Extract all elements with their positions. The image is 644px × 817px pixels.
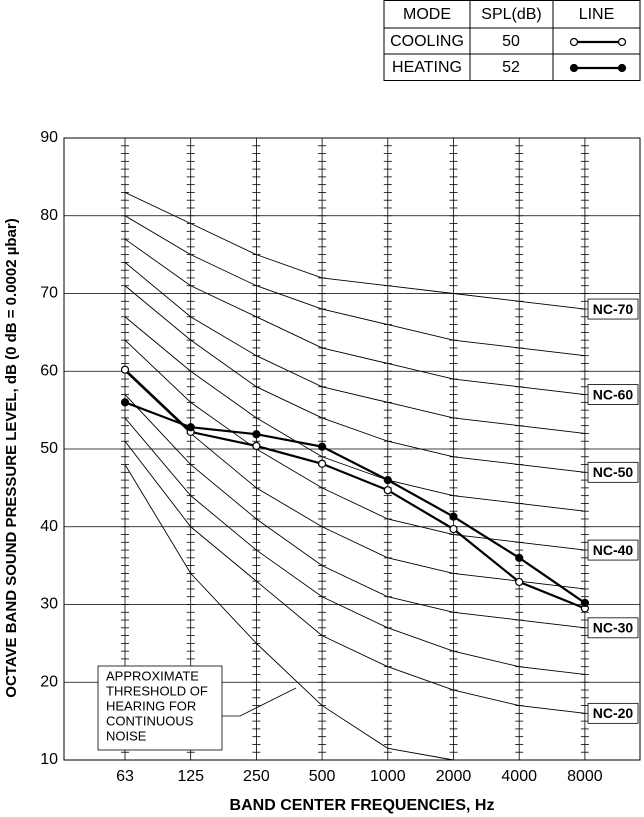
y-tick-label: 90	[40, 129, 58, 146]
data-point	[449, 524, 458, 534]
legend-header: LINE	[579, 6, 615, 23]
y-tick-label: 80	[40, 207, 58, 224]
legend-marker	[617, 63, 627, 73]
y-tick-label: 20	[40, 673, 58, 690]
y-tick-label: 10	[40, 751, 58, 768]
y-tick-label: 50	[40, 440, 58, 457]
nc-curve	[124, 464, 454, 761]
data-point	[318, 459, 327, 468]
y-tick-label: 30	[40, 596, 58, 613]
nc-curve	[124, 192, 585, 310]
nc-curve	[124, 215, 585, 357]
x-tick-label: 4000	[501, 768, 537, 785]
nc-curve	[124, 370, 585, 590]
y-tick-label: 60	[40, 362, 58, 379]
nc-curve	[124, 262, 585, 434]
nc-curve	[124, 394, 585, 629]
x-tick-label: 250	[243, 768, 270, 785]
annotation-text: HEARING FOR	[106, 698, 196, 713]
annotation-box	[97, 665, 223, 751]
nc-label: NC-70	[593, 301, 634, 317]
x-tick-label: 8000	[567, 768, 603, 785]
nc-curve	[124, 285, 585, 473]
nc-label-box	[587, 461, 639, 483]
x-tick-label: 2000	[436, 768, 472, 785]
nc-label-box	[587, 617, 639, 639]
nc-label: NC-20	[593, 705, 634, 721]
y-tick-label: 70	[40, 285, 58, 302]
data-point	[383, 476, 392, 485]
nc-label-box	[587, 539, 639, 561]
data-point	[449, 512, 458, 521]
x-tick-label: 1000	[370, 768, 406, 785]
legend-label: HEATING	[392, 59, 462, 76]
nc-curve	[124, 339, 585, 551]
legend-marker	[617, 37, 627, 47]
series-line	[124, 401, 586, 604]
legend-marker	[569, 37, 579, 47]
nc-label: NC-60	[593, 386, 634, 402]
x-tick-label: 63	[116, 768, 134, 785]
legend-spl: 50	[502, 33, 520, 50]
nc-curve	[124, 316, 585, 512]
legend-spl: 52	[502, 59, 520, 76]
data-point	[515, 577, 524, 587]
nc-label: NC-40	[593, 542, 634, 558]
plot-frame	[63, 137, 641, 761]
legend-label: COOLING	[390, 33, 464, 50]
data-point	[580, 598, 590, 608]
nc-label-box	[587, 702, 639, 724]
data-point	[318, 442, 327, 451]
data-point	[120, 365, 130, 374]
annotation-leader	[222, 687, 297, 717]
nc-label: NC-50	[593, 464, 634, 480]
annotation-text: CONTINUOUS	[106, 713, 194, 728]
y-tick-label: 40	[40, 518, 58, 535]
legend-header: MODE	[403, 6, 451, 23]
data-point	[383, 486, 392, 495]
x-axis-title: BAND CENTER FREQUENCIES, Hz	[230, 797, 495, 814]
legend-header: SPL(dB)	[481, 6, 541, 23]
data-point	[252, 430, 261, 439]
legend-marker	[569, 63, 579, 73]
data-point	[515, 553, 524, 562]
nc-curve	[124, 238, 585, 396]
nc-curve	[124, 440, 585, 714]
nc-curve	[124, 417, 585, 675]
series-line	[124, 368, 586, 610]
x-tick-label: 125	[177, 768, 204, 785]
y-axis-title: OCTAVE BAND SOUND PRESSURE LEVEL, dB (0 …	[3, 218, 20, 697]
annotation-text: APPROXIMATE	[106, 668, 199, 683]
nc-label: NC-30	[593, 620, 634, 636]
data-point	[120, 398, 130, 407]
annotation-text: THRESHOLD OF	[106, 683, 208, 698]
nc-label-box	[587, 298, 639, 320]
nc-label-box	[587, 384, 639, 405]
x-tick-label: 500	[309, 768, 336, 785]
data-point	[186, 423, 195, 432]
annotation-text: NOISE	[106, 728, 147, 743]
data-point	[252, 441, 261, 450]
